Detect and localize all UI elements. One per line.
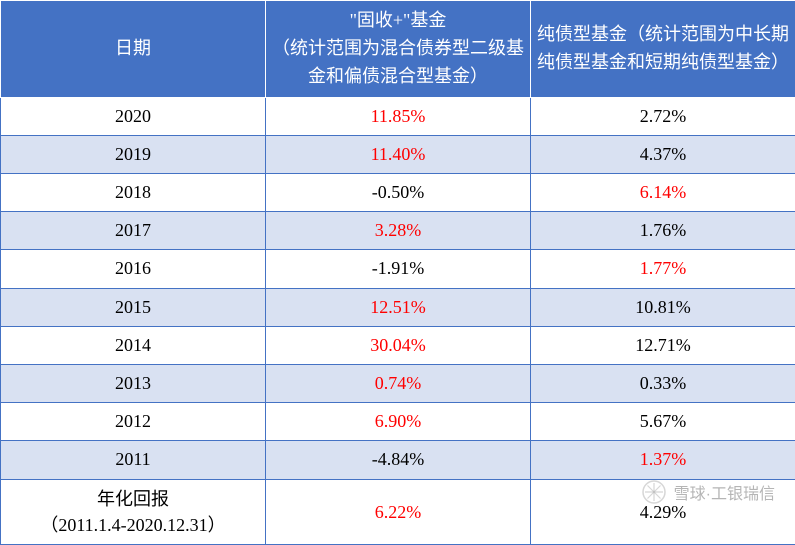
table-footer-row: 年化回报（2011.1.4-2020.12.31）6.22%4.29% (1, 479, 795, 544)
cell-fund2: 6.14% (531, 174, 795, 212)
cell-fund2: 10.81% (531, 288, 795, 326)
cell-fund2: 12.71% (531, 326, 795, 364)
cell-footer-fund2: 4.29% (531, 479, 795, 544)
table-row: 201911.40%4.37% (1, 135, 795, 173)
cell-date: 2012 (1, 403, 266, 441)
cell-date: 2015 (1, 288, 266, 326)
cell-fund1: -1.91% (266, 250, 531, 288)
cell-fund1: 30.04% (266, 326, 531, 364)
cell-fund2: 4.37% (531, 135, 795, 173)
col-header-fund1: "固收+"基金（统计范围为混合债券型二级基金和偏债混合型基金） (266, 1, 531, 98)
cell-date: 2013 (1, 364, 266, 402)
table-row: 20173.28%1.76% (1, 212, 795, 250)
cell-fund2: 5.67% (531, 403, 795, 441)
fund-comparison-table: 日期 "固收+"基金（统计范围为混合债券型二级基金和偏债混合型基金） 纯债型基金… (0, 0, 795, 545)
col-header-date: 日期 (1, 1, 266, 98)
cell-footer-fund1: 6.22% (266, 479, 531, 544)
cell-date: 2018 (1, 174, 266, 212)
table-row: 20126.90%5.67% (1, 403, 795, 441)
cell-fund2: 1.37% (531, 441, 795, 479)
table-header-row: 日期 "固收+"基金（统计范围为混合债券型二级基金和偏债混合型基金） 纯债型基金… (1, 1, 795, 98)
cell-fund1: -4.84% (266, 441, 531, 479)
table-row: 2018-0.50%6.14% (1, 174, 795, 212)
cell-fund2: 1.77% (531, 250, 795, 288)
table-row: 201430.04%12.71% (1, 326, 795, 364)
cell-fund1: 3.28% (266, 212, 531, 250)
table-row: 2011-4.84%1.37% (1, 441, 795, 479)
cell-date: 2011 (1, 441, 266, 479)
cell-fund2: 2.72% (531, 97, 795, 135)
cell-footer-label: 年化回报（2011.1.4-2020.12.31） (1, 479, 266, 544)
cell-fund1: 11.85% (266, 97, 531, 135)
cell-date: 2019 (1, 135, 266, 173)
cell-date: 2020 (1, 97, 266, 135)
table-row: 20130.74%0.33% (1, 364, 795, 402)
cell-fund1: 12.51% (266, 288, 531, 326)
cell-fund2: 0.33% (531, 364, 795, 402)
cell-date: 2014 (1, 326, 266, 364)
cell-fund1: 0.74% (266, 364, 531, 402)
cell-date: 2017 (1, 212, 266, 250)
cell-fund1: 11.40% (266, 135, 531, 173)
cell-fund1: -0.50% (266, 174, 531, 212)
table-row: 202011.85%2.72% (1, 97, 795, 135)
table-row: 2016-1.91%1.77% (1, 250, 795, 288)
cell-fund1: 6.90% (266, 403, 531, 441)
table-row: 201512.51%10.81% (1, 288, 795, 326)
cell-date: 2016 (1, 250, 266, 288)
cell-fund2: 1.76% (531, 212, 795, 250)
col-header-fund2: 纯债型基金（统计范围为中长期纯债型基金和短期纯债型基金） (531, 1, 795, 98)
